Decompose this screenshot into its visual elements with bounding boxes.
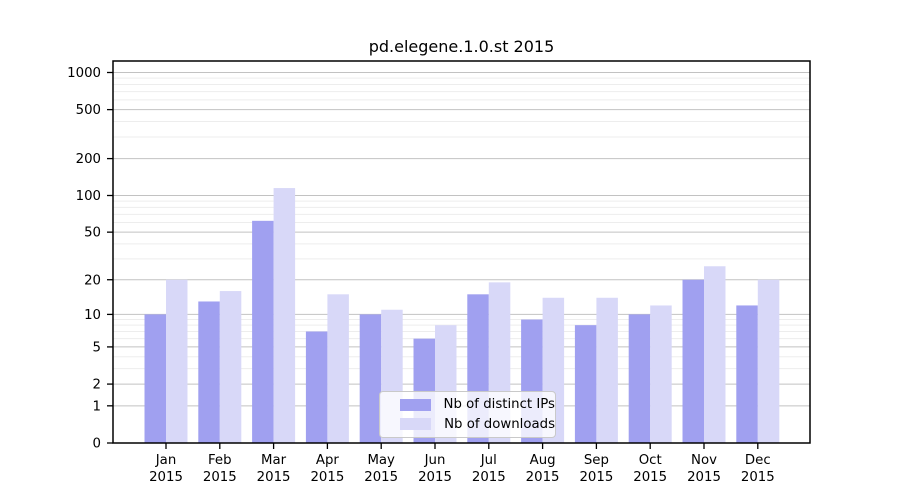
x-axis-labels: Jan 2015 Feb 2015 Mar 2015 Apr 2015 May 2015 Jun 20… <box>149 453 775 485</box>
legend-swatch-downloads-icon <box>400 418 432 431</box>
x-tick-label-month: Jan <box>155 453 177 468</box>
x-tick-label-year: 2015 <box>257 470 291 485</box>
legend-item-downloads: Nb of downloads <box>380 416 555 432</box>
legend-label-downloads: Nb of downloads <box>444 416 555 432</box>
x-tick-label-year: 2015 <box>310 470 344 485</box>
bar-distinct-ips-nov <box>682 279 704 443</box>
y-tick-label: 20 <box>84 273 101 288</box>
bar-downloads-oct <box>650 305 672 443</box>
y-tick-label: 500 <box>76 103 101 118</box>
legend-item-distinct-ips: Nb of distinct IPs <box>380 397 555 413</box>
x-tick-label-month: Aug <box>530 453 556 468</box>
x-tick-label-year: 2015 <box>418 470 452 485</box>
y-tick-label: 10 <box>84 308 101 323</box>
x-tick-label-year: 2015 <box>472 470 506 485</box>
x-tick-label-month: Feb <box>208 453 232 468</box>
axis-ticks <box>107 71 759 449</box>
bar-downloads-dec <box>757 279 780 443</box>
x-tick-label-year: 2015 <box>633 470 667 485</box>
legend-swatch-distinct-ips-icon <box>400 398 431 411</box>
x-tick-label-year: 2015 <box>526 470 560 485</box>
y-tick-label: 50 <box>84 226 101 241</box>
y-tick-label: 200 <box>76 152 101 167</box>
legend: Nb of distinct IPs Nb of downloads <box>379 391 556 438</box>
bar-distinct-ips-may <box>359 314 382 443</box>
bar-distinct-ips-jan <box>144 314 166 443</box>
bar-distinct-ips-sep <box>574 325 597 443</box>
chart-title: pd.elegene.1.0.st 2015 <box>369 37 555 56</box>
y-tick-label: 1 <box>93 399 101 414</box>
y-tick-label: 2 <box>93 378 101 393</box>
x-tick-label-year: 2015 <box>687 470 721 485</box>
plot-frame <box>112 60 811 444</box>
x-tick-label-month: Nov <box>691 453 717 468</box>
x-tick-label-month: Apr <box>316 453 340 468</box>
y-axis-labels: 0 1 2 5 10 20 50 100 200 500 1000 <box>67 66 101 452</box>
x-tick-label-year: 2015 <box>579 470 613 485</box>
bar-downloads-mar <box>273 188 296 443</box>
bar-distinct-ips-mar <box>252 220 274 443</box>
bar-downloads-feb <box>219 291 242 443</box>
x-tick-label-month: Jun <box>424 453 446 468</box>
x-tick-label-month: Oct <box>639 453 662 468</box>
bar-downloads-nov <box>704 266 726 443</box>
y-tick-label: 1000 <box>67 66 101 81</box>
bar-downloads-jan <box>166 279 188 443</box>
x-tick-label-month: May <box>367 453 395 468</box>
bar-distinct-ips-dec <box>736 305 758 443</box>
x-tick-label-month: Mar <box>261 453 287 468</box>
y-tick-label: 5 <box>93 341 101 356</box>
bar-downloads-sep <box>596 297 618 443</box>
bar-distinct-ips-oct <box>628 314 651 443</box>
bars <box>144 188 780 443</box>
bar-downloads-apr <box>327 294 349 443</box>
x-tick-label-month: Sep <box>584 453 609 468</box>
y-tick-label: 0 <box>93 437 101 452</box>
bar-distinct-ips-apr <box>305 331 328 443</box>
x-tick-label-year: 2015 <box>364 470 398 485</box>
x-tick-label-year: 2015 <box>203 470 237 485</box>
x-tick-label-year: 2015 <box>741 470 775 485</box>
x-tick-label-month: Jul <box>480 453 497 468</box>
legend-label-distinct-ips: Nb of distinct IPs <box>443 397 555 413</box>
x-tick-label-year: 2015 <box>149 470 183 485</box>
y-tick-label: 100 <box>76 189 101 204</box>
bar-distinct-ips-feb <box>198 301 220 443</box>
x-tick-label-month: Dec <box>745 453 771 468</box>
